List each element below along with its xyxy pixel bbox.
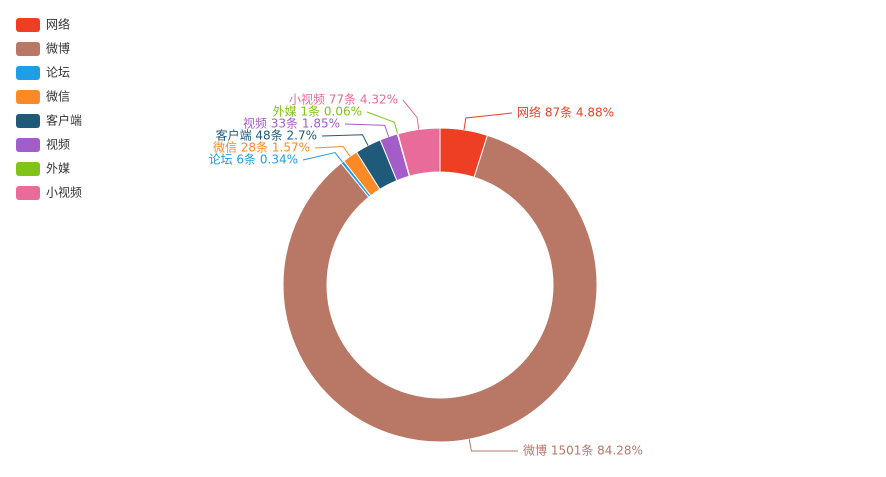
legend-swatch[interactable] [16,186,40,200]
slice-label: 微博 1501条 84.28% [523,443,643,458]
legend-label[interactable]: 微博 [46,41,70,56]
legend-label[interactable]: 视频 [46,137,70,152]
legend-swatch[interactable] [16,66,40,80]
legend-swatch[interactable] [16,114,40,128]
legend-label[interactable]: 网络 [46,17,70,32]
leader-line [366,111,399,134]
leader-line [302,152,343,163]
slice-label: 视频 33条 1.85% [243,116,340,131]
legend-label[interactable]: 小视频 [46,185,82,200]
slice-label: 微信 28条 1.57% [213,141,310,155]
legend-swatch[interactable] [16,138,40,152]
legend-swatch[interactable] [16,42,40,56]
leader-line [463,112,513,130]
donut-slice [282,134,598,443]
legend-label[interactable]: 论坛 [46,66,70,80]
legend-swatch[interactable] [16,18,40,32]
legend-label[interactable]: 微信 [46,90,70,104]
legend-swatch[interactable] [16,90,40,104]
leader-line [321,134,369,146]
leader-line [344,123,390,137]
slice-label: 小视频 77条 4.32% [289,92,398,107]
slice-label: 论坛 6条 0.34% [209,153,298,167]
leader-line [468,439,519,452]
donut-slice [397,127,441,177]
leader-line [314,145,351,157]
legend-label[interactable]: 外媒 [46,162,70,176]
legend-swatch[interactable] [16,162,40,176]
slice-label: 外媒 1条 0.06% [273,105,362,119]
legend-label[interactable]: 客户端 [46,113,82,128]
slice-label: 网络 87条 4.88% [517,105,614,120]
leader-line [402,99,420,130]
slice-label: 客户端 48条 2.7% [216,128,317,143]
